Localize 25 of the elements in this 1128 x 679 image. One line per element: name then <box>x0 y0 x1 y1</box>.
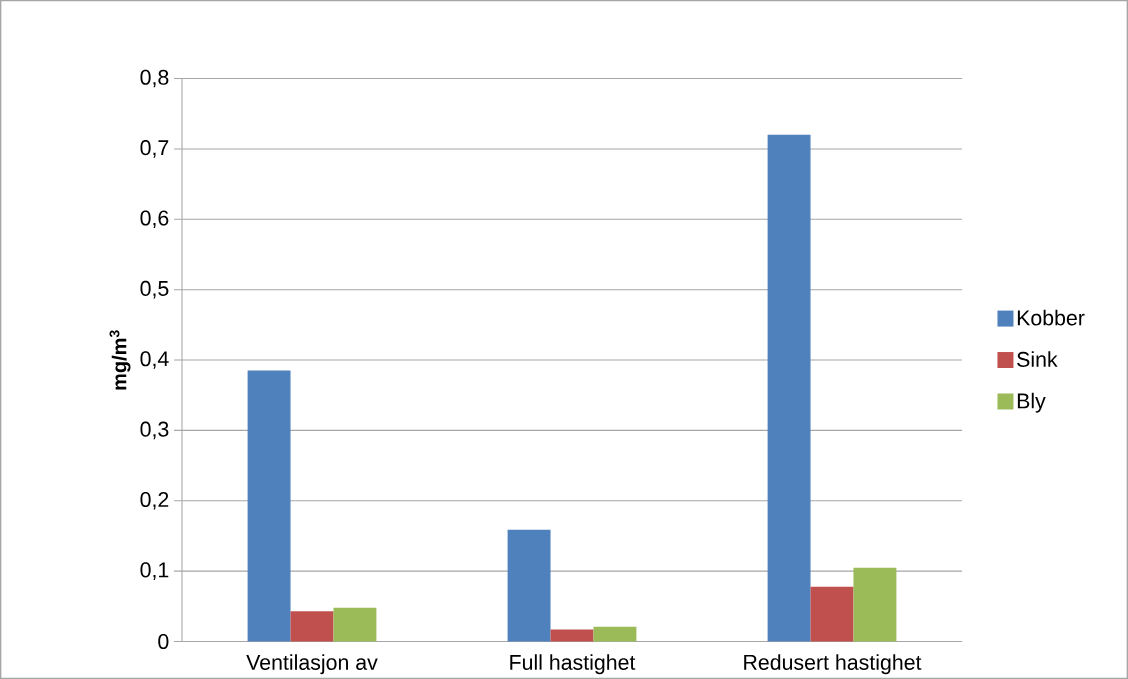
x-tick-label: Redusert hastighet <box>744 654 922 675</box>
bar <box>853 567 897 642</box>
y-tick-label: 0,5 <box>140 280 169 299</box>
y-tick-label: 0,3 <box>140 421 169 440</box>
bar <box>247 370 291 642</box>
y-tick-label: 0,2 <box>140 491 169 510</box>
y-tick-label: 0,6 <box>140 210 169 229</box>
y-tick-label: 0 <box>158 633 169 650</box>
legend-label: Bly <box>1017 392 1046 413</box>
y-tick-label: 0,1 <box>140 562 169 580</box>
legend-label: Kobber <box>1017 309 1085 326</box>
y-axis-title: mg/m$^{3}$ <box>109 330 131 390</box>
y-tick-label: 0,7 <box>140 140 169 158</box>
bar <box>550 629 594 642</box>
bar <box>810 586 854 642</box>
bar <box>507 529 551 642</box>
bar <box>767 134 811 642</box>
legend-label: Sink <box>1017 351 1058 367</box>
y-tick-label: 0,4 <box>140 351 169 369</box>
x-tick-label: Ventilasjon av <box>246 654 378 675</box>
x-tick-label: Full hastighet <box>510 654 636 675</box>
bar <box>333 607 377 642</box>
bar <box>290 611 334 642</box>
bar <box>593 626 637 642</box>
y-tick-label: 0,8 <box>140 69 169 88</box>
